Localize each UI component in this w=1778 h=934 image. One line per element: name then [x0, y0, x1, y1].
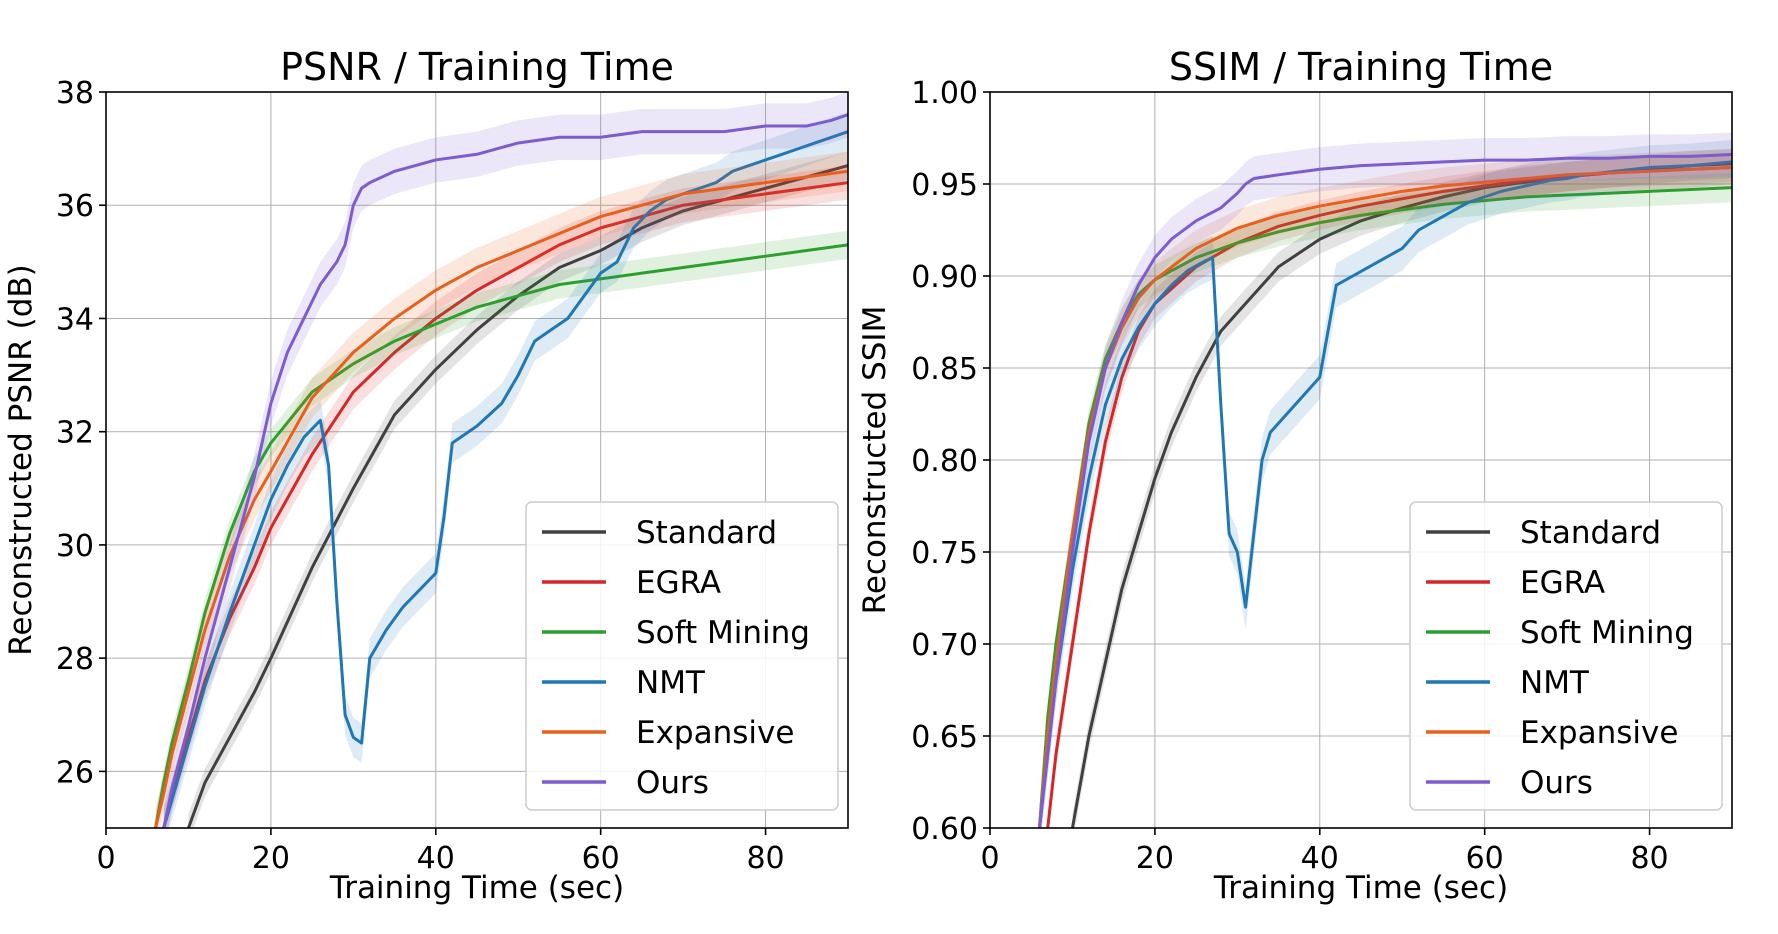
ssim-standard-band [1072, 149, 1732, 828]
legend-label: Soft Mining [636, 615, 810, 651]
psnr-y-axis-label: Reconstructed PSNR (dB) [3, 264, 39, 655]
ssim-panel: 0 20 40 60 80 0.60 0.65 0.70 0.75 0.80 0.85 0.90 0.9… [857, 45, 1733, 906]
y-tick-label: 36 [56, 189, 94, 224]
legend-label: NMT [636, 665, 706, 701]
ssim-legend: Standard EGRA Soft Mining NMT Expansive Ours [1409, 501, 1723, 811]
legend-label: Standard [636, 515, 777, 551]
ssim-nmt-band [1039, 139, 1732, 828]
x-tick-label: 40 [417, 841, 455, 876]
psnr-ours-line [162, 113, 848, 828]
psnr-expansive-line [154, 169, 848, 828]
legend-label: NMT [1520, 665, 1590, 701]
ssim-plot-area [1037, 132, 1732, 828]
ssim-nmt-line [1037, 160, 1732, 828]
x-tick-label: 60 [582, 841, 620, 876]
legend-label: Ours [1520, 765, 1593, 801]
y-tick-label: 28 [56, 642, 94, 677]
legend-label: EGRA [636, 565, 721, 601]
legend-label: Standard [1520, 515, 1661, 551]
ssim-y-axis-label: Reconstructed SSIM [857, 306, 893, 615]
y-tick-label: 0.90 [911, 260, 978, 295]
psnr-x-axis-label: Training Time (sec) [329, 870, 624, 906]
x-tick-label: 0 [96, 841, 115, 876]
y-tick-label: 38 [56, 76, 94, 111]
legend-label: Ours [636, 765, 709, 801]
psnr-panel: 0 20 40 60 80 26 28 30 32 34 36 38 PSNR / Training T… [3, 45, 849, 906]
psnr-axes-frame [105, 91, 849, 829]
ssim-ours-line [1037, 153, 1732, 828]
y-tick-label: 34 [56, 302, 94, 337]
psnr-nmt-line [162, 130, 848, 828]
y-tick-label: 0.70 [911, 628, 978, 663]
psnr-ours-band [163, 92, 848, 828]
y-tick-label: 0.60 [911, 812, 978, 847]
x-tick-label: 20 [252, 841, 290, 876]
x-tick-label: 20 [1136, 841, 1174, 876]
psnr-standard-band [188, 151, 848, 828]
legend-label: EGRA [1520, 565, 1605, 601]
ssim-chart-title: SSIM / Training Time [1169, 45, 1553, 89]
legend-label: Expansive [636, 715, 794, 751]
x-tick-label: 80 [746, 841, 784, 876]
y-tick-label: 30 [56, 529, 94, 564]
ssim-x-axis-label: Training Time (sec) [1213, 870, 1508, 906]
y-tick-label: 0.80 [911, 444, 978, 479]
psnr-plot-area [153, 92, 848, 828]
y-tick-label: 32 [56, 416, 94, 451]
psnr-soft-mining-line [153, 243, 848, 828]
x-tick-label: 0 [980, 841, 999, 876]
x-tick-label: 60 [1466, 841, 1504, 876]
x-tick-label: 80 [1630, 841, 1668, 876]
y-tick-label: 1.00 [911, 76, 978, 111]
y-tick-label: 0.85 [911, 352, 978, 387]
y-tick-label: 0.65 [911, 720, 978, 755]
psnr-legend: Standard EGRA Soft Mining NMT Expansive Ours [525, 501, 839, 811]
legend-label: Soft Mining [1520, 615, 1694, 651]
x-tick-label: 40 [1301, 841, 1339, 876]
legend-label: Expansive [1520, 715, 1678, 751]
ssim-expansive-line [1037, 165, 1732, 828]
y-tick-label: 0.75 [911, 536, 978, 571]
y-tick-label: 26 [56, 755, 94, 790]
y-tick-label: 0.95 [911, 168, 978, 203]
psnr-chart-title: PSNR / Training Time [280, 45, 674, 89]
